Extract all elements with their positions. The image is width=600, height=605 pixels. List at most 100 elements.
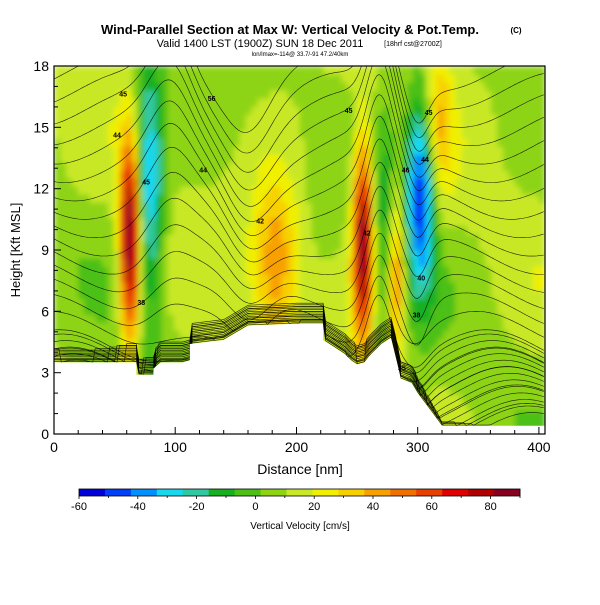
velocity-cell xyxy=(539,194,545,203)
velocity-cell xyxy=(401,202,408,211)
velocity-cell xyxy=(239,178,247,187)
velocity-cell xyxy=(77,330,85,339)
velocity-cell xyxy=(245,114,253,123)
velocity-cell xyxy=(473,258,480,267)
velocity-cell xyxy=(539,314,545,323)
velocity-cell xyxy=(245,210,253,219)
velocity-cell xyxy=(233,306,241,315)
velocity-cell xyxy=(365,346,372,355)
velocity-cell xyxy=(119,338,127,347)
velocity-cell xyxy=(443,130,450,139)
velocity-cell xyxy=(407,330,414,339)
velocity-cell xyxy=(65,122,73,131)
velocity-cell xyxy=(455,74,462,83)
velocity-cell xyxy=(377,218,384,227)
velocity-cell xyxy=(89,250,97,259)
velocity-cell xyxy=(533,146,540,155)
velocity-cell xyxy=(389,114,396,123)
velocity-cell xyxy=(401,66,408,75)
velocity-cell xyxy=(251,282,259,291)
velocity-cell xyxy=(461,106,468,115)
velocity-cell xyxy=(125,66,133,75)
velocity-cell xyxy=(491,266,498,275)
y-tick-label: 0 xyxy=(41,426,49,442)
velocity-cell xyxy=(455,186,462,195)
velocity-cell xyxy=(509,226,516,235)
velocity-cell xyxy=(521,282,528,291)
velocity-cell xyxy=(413,122,420,131)
contour-label: 45 xyxy=(425,110,433,117)
velocity-cell xyxy=(251,250,259,259)
velocity-cell xyxy=(113,194,121,203)
velocity-cell xyxy=(77,322,85,331)
velocity-cell xyxy=(239,82,247,91)
velocity-cell xyxy=(293,226,301,235)
velocity-cell xyxy=(329,258,337,267)
velocity-cell xyxy=(425,186,432,195)
velocity-cell xyxy=(305,90,313,99)
velocity-cell xyxy=(269,98,277,107)
velocity-cell xyxy=(215,298,223,307)
velocity-cell xyxy=(521,274,528,283)
velocity-cell xyxy=(335,98,343,107)
velocity-cell xyxy=(479,178,486,187)
velocity-cell xyxy=(293,130,301,139)
velocity-cell xyxy=(443,298,450,307)
velocity-cell xyxy=(497,154,504,163)
velocity-cell xyxy=(425,74,432,83)
velocity-cell xyxy=(497,106,504,115)
velocity-cell xyxy=(515,210,522,219)
velocity-cell xyxy=(179,314,187,323)
velocity-cell xyxy=(335,218,343,227)
velocity-cell xyxy=(401,74,408,83)
velocity-cell xyxy=(215,274,223,283)
velocity-cell xyxy=(533,66,540,75)
velocity-cell xyxy=(179,338,187,347)
velocity-cell xyxy=(371,138,378,147)
velocity-cell xyxy=(191,138,199,147)
velocity-cell xyxy=(413,226,420,235)
velocity-cell xyxy=(95,154,103,163)
velocity-cell xyxy=(89,258,97,267)
velocity-cell xyxy=(185,218,193,227)
velocity-cell xyxy=(269,226,277,235)
velocity-cell xyxy=(317,106,325,115)
velocity-cell xyxy=(497,90,504,99)
velocity-cell xyxy=(485,130,492,139)
velocity-cell xyxy=(185,106,193,115)
velocity-cell xyxy=(227,138,235,147)
velocity-cell xyxy=(449,362,456,371)
velocity-cell xyxy=(329,202,337,211)
velocity-cell xyxy=(143,162,151,171)
velocity-cell xyxy=(125,138,133,147)
velocity-cell xyxy=(275,82,283,91)
velocity-cell xyxy=(239,146,247,155)
velocity-cell xyxy=(509,74,516,83)
velocity-cell xyxy=(329,170,337,179)
velocity-cell xyxy=(389,178,396,187)
velocity-cell xyxy=(71,194,79,203)
velocity-cell xyxy=(83,202,91,211)
velocity-cell xyxy=(383,282,390,291)
velocity-cell xyxy=(503,234,510,243)
velocity-cell xyxy=(527,146,534,155)
velocity-cell xyxy=(467,386,474,395)
velocity-cell xyxy=(191,98,199,107)
velocity-cell xyxy=(509,370,516,379)
velocity-cell xyxy=(257,170,265,179)
velocity-cell xyxy=(83,314,91,323)
velocity-cell xyxy=(353,154,360,163)
velocity-cell xyxy=(497,218,504,227)
velocity-cell xyxy=(161,258,169,267)
velocity-cell xyxy=(203,106,211,115)
velocity-cell xyxy=(473,282,480,291)
velocity-cell xyxy=(491,154,498,163)
velocity-cell xyxy=(497,282,504,291)
velocity-cell xyxy=(437,82,444,91)
velocity-cell xyxy=(455,258,462,267)
velocity-cell xyxy=(425,298,432,307)
velocity-cell xyxy=(137,122,145,131)
velocity-cell xyxy=(209,98,217,107)
velocity-cell xyxy=(83,194,91,203)
velocity-cell xyxy=(407,378,414,387)
